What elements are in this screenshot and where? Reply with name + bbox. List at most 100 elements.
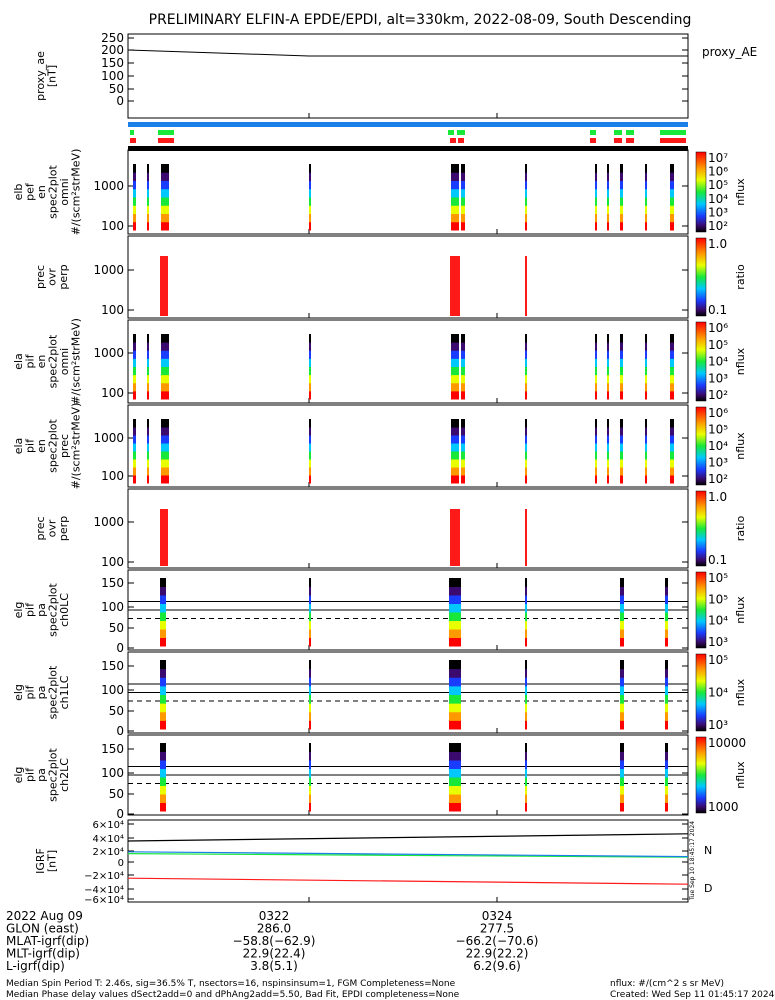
spectrogram-cell <box>525 350 527 359</box>
spectrogram-cell <box>665 677 668 687</box>
spectrogram-cell <box>525 188 527 198</box>
spectrogram-cell <box>133 390 136 400</box>
spectrogram-cell <box>670 213 674 223</box>
spectrogram-cell <box>461 419 465 428</box>
spectrogram-cell <box>595 419 597 428</box>
status-seg-green <box>448 130 454 135</box>
spectrogram-cell <box>161 188 169 198</box>
colorbar-tick: 10⁴ <box>708 614 728 628</box>
spectrogram-cell <box>620 221 623 231</box>
spectrogram-cell <box>160 660 166 670</box>
spectrogram-cell <box>449 612 461 621</box>
spectrogram-cell <box>525 459 527 468</box>
spectrogram-cell <box>595 342 597 351</box>
spectrogram-cell <box>147 334 149 343</box>
spectrogram-cell <box>309 629 311 638</box>
spectrogram-cell <box>595 213 597 223</box>
spectrogram-cell <box>147 443 149 452</box>
spectrogram-cell <box>309 475 311 484</box>
spectrogram-cell <box>595 382 597 392</box>
spectrogram-cell <box>449 620 461 630</box>
spectrogram-cell <box>620 366 623 376</box>
spectrogram-cell <box>607 164 609 173</box>
spectrogram-cell <box>161 382 169 392</box>
spectrogram-cell <box>525 451 527 460</box>
status-seg-red <box>590 138 596 143</box>
spectrogram-cell <box>160 677 166 687</box>
spectrogram-cell <box>161 350 169 359</box>
spectrogram-cell <box>645 467 647 476</box>
ytick-label: 150 <box>101 742 124 756</box>
spectrogram-cell <box>665 768 668 778</box>
spectrogram-cell <box>607 213 609 223</box>
spectrogram-cell <box>461 342 465 351</box>
spectrogram-cell <box>161 358 169 367</box>
spectrogram-cell <box>670 197 674 206</box>
spectrogram-cell <box>309 467 311 476</box>
panels-group: 250200150100500proxy_ae[nT]proxy_AE10001… <box>12 31 757 906</box>
spectrogram-cell <box>449 777 461 786</box>
colorbar-tick: 10³ <box>708 635 728 649</box>
spectrogram-cell <box>525 777 527 786</box>
spectrogram-cell <box>160 743 166 752</box>
ephemeris-bars <box>128 122 688 151</box>
ephem-value-0324: 277.5 <box>480 922 514 936</box>
spectrogram-cell <box>449 677 461 687</box>
spectrogram-cell <box>670 435 674 444</box>
ytick-label: 4×10⁴ <box>93 834 124 845</box>
ylabel-pa_ch2: pa <box>35 768 48 782</box>
spectrogram-cell <box>665 703 668 713</box>
spectrogram-cell <box>620 677 624 687</box>
ytick-label: 1000 <box>93 346 124 360</box>
spectrogram-cell <box>309 660 311 670</box>
spectrogram-cell <box>449 685 461 695</box>
spectrogram-cell <box>645 213 647 223</box>
spectrogram-cell <box>309 720 311 730</box>
ytick-label: 50 <box>109 787 124 801</box>
spectrogram-cell <box>525 180 527 190</box>
spectrogram-cell <box>451 427 459 436</box>
spectrogram-cell <box>309 760 311 769</box>
spectrogram-cell <box>607 366 609 376</box>
spectrogram-cell <box>607 205 609 214</box>
status-seg-red <box>626 138 634 143</box>
spectrogram-cell <box>645 427 647 436</box>
spectrogram-cell <box>620 164 623 173</box>
spectrogram-cell <box>451 334 459 343</box>
spectrogram-cell <box>461 358 465 367</box>
spectrogram-cell <box>645 443 647 452</box>
spectrogram-cell <box>665 760 668 769</box>
spectrogram-cell <box>147 475 149 484</box>
colorbar-tick: 10³ <box>708 718 728 732</box>
spectrogram-cell <box>147 358 149 367</box>
spectrogram-cell <box>645 390 647 400</box>
vertical-timestamp: Tue Sep 10 18:45:17 2024 <box>689 821 696 901</box>
spectrogram-cell <box>451 164 459 173</box>
spectrogram-cell <box>309 334 311 343</box>
colorbar-tick: 1000 <box>708 800 739 814</box>
ephem-row-label: L-igrf(dip) <box>6 959 65 973</box>
spectrogram-cell <box>309 374 311 384</box>
igrf-series-D <box>127 877 689 885</box>
spectrogram-cell <box>620 467 623 476</box>
footer-note-1: Median Spin Period T: 2.46s, sig=36.5% T… <box>6 979 456 989</box>
colorbar-elb_pif_omni <box>695 321 707 402</box>
spectrogram-cell <box>461 350 465 359</box>
spectrogram-cell <box>147 197 149 206</box>
spectrogram-cell <box>607 443 609 452</box>
spectrogram-cell <box>133 180 136 190</box>
spectrogram-cell <box>665 802 668 812</box>
spectrogram-cell <box>525 427 527 436</box>
colorbar-tick: 10⁶ <box>708 321 728 335</box>
spectrogram-cell <box>620 382 623 392</box>
spectrogram-cell <box>620 603 624 613</box>
spectrogram-cell <box>670 358 674 367</box>
spectrogram-cell <box>147 172 149 181</box>
spectrogram-cell <box>309 802 311 812</box>
spectrogram-cell <box>309 221 311 231</box>
spectrogram-cell <box>309 427 311 436</box>
spectrogram-cell <box>451 443 459 452</box>
spectrogram-cell <box>449 785 461 795</box>
colorbar-tick: 10³ <box>708 371 728 385</box>
spectrogram-cell <box>607 475 609 484</box>
